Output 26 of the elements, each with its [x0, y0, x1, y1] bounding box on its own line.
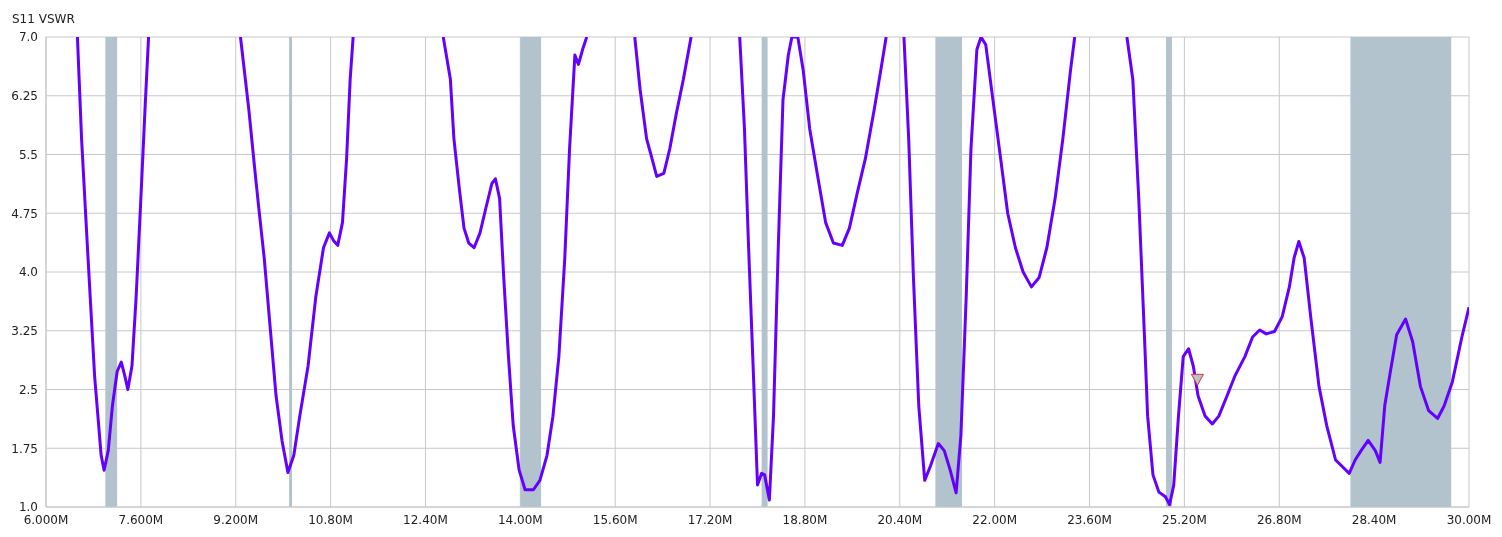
- y-tick-label: 4.0: [18, 265, 38, 280]
- y-tick-label: 2.5: [18, 382, 38, 397]
- x-tick-label: 20.40M: [877, 512, 923, 527]
- x-tick-label: 22.00M: [972, 512, 1018, 527]
- y-tick-label: 5.5: [18, 147, 38, 162]
- x-tick-label: 28.40M: [1351, 512, 1397, 527]
- x-tick-label: 26.80M: [1256, 512, 1302, 527]
- x-tick-label: 7.600M: [118, 512, 164, 527]
- x-tick-label: 30.00M: [1446, 512, 1492, 527]
- x-tick-label: 18.80M: [782, 512, 828, 527]
- chart-title: S11 VSWR: [12, 12, 75, 26]
- x-tick-label: 25.20M: [1162, 512, 1207, 527]
- x-tick-label: 12.40M: [403, 512, 448, 527]
- y-tick-label: 3.25: [11, 324, 38, 339]
- y-tick-label: 4.75: [11, 206, 38, 221]
- y-tick-label: 1.75: [11, 441, 38, 456]
- x-tick-label: 17.20M: [687, 512, 733, 527]
- x-tick-label: 10.80M: [308, 512, 353, 527]
- y-tick-label: 7.0: [18, 30, 38, 45]
- x-tick-label: 9.200M: [213, 512, 259, 527]
- x-tick-label: 6.000M: [23, 512, 69, 527]
- y-tick-label: 1.0: [18, 500, 38, 515]
- x-tick-label: 15.60M: [592, 512, 638, 527]
- y-tick-label: 6.25: [11, 89, 38, 104]
- x-tick-label: 14.00M: [497, 512, 543, 527]
- x-tick-label: 23.60M: [1067, 512, 1112, 527]
